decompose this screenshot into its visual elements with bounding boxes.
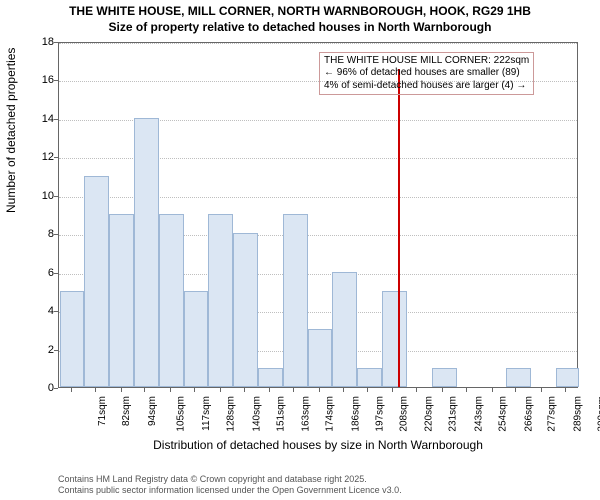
x-tick-mark bbox=[466, 388, 467, 392]
x-tick-label: 197sqm bbox=[374, 396, 385, 432]
x-tick-label: 94sqm bbox=[147, 396, 158, 426]
histogram-bar bbox=[84, 176, 109, 387]
credits: Contains HM Land Registry data © Crown c… bbox=[58, 474, 402, 496]
y-tick-label: 18 bbox=[14, 36, 54, 48]
y-tick-label: 4 bbox=[14, 305, 54, 317]
x-tick-mark bbox=[194, 388, 195, 392]
y-tick-mark bbox=[54, 311, 58, 312]
y-tick-mark bbox=[54, 273, 58, 274]
histogram-bar bbox=[357, 368, 382, 387]
property-marker-line bbox=[398, 69, 400, 387]
y-tick-label: 2 bbox=[14, 344, 54, 356]
histogram-bar bbox=[506, 368, 531, 387]
x-tick-mark bbox=[515, 388, 516, 392]
x-axis-label: Distribution of detached houses by size … bbox=[58, 438, 578, 452]
gridline bbox=[59, 43, 577, 44]
histogram-bar bbox=[556, 368, 579, 387]
x-tick-mark bbox=[95, 388, 96, 392]
x-tick-mark bbox=[442, 388, 443, 392]
x-tick-mark bbox=[293, 388, 294, 392]
x-tick-label: 140sqm bbox=[251, 396, 262, 432]
histogram-bar bbox=[184, 291, 209, 387]
y-tick-label: 12 bbox=[14, 151, 54, 163]
x-tick-mark bbox=[244, 388, 245, 392]
x-tick-label: 243sqm bbox=[474, 396, 485, 432]
y-tick-label: 14 bbox=[14, 113, 54, 125]
x-tick-label: 71sqm bbox=[97, 396, 108, 426]
x-tick-mark bbox=[71, 388, 72, 392]
x-tick-label: 174sqm bbox=[325, 396, 336, 432]
y-tick-label: 10 bbox=[14, 190, 54, 202]
y-tick-mark bbox=[54, 388, 58, 389]
credits-line2: Contains public sector information licen… bbox=[58, 485, 402, 496]
histogram-bar bbox=[134, 118, 159, 387]
y-tick-mark bbox=[54, 119, 58, 120]
y-tick-label: 0 bbox=[14, 382, 54, 394]
y-tick-label: 16 bbox=[14, 74, 54, 86]
x-tick-mark bbox=[492, 388, 493, 392]
x-tick-mark bbox=[367, 388, 368, 392]
annotation-line: 4% of semi-detached houses are larger (4… bbox=[324, 80, 529, 93]
histogram-bar bbox=[159, 214, 184, 387]
annotation-box: THE WHITE HOUSE MILL CORNER: 222sqm← 96%… bbox=[319, 52, 534, 96]
histogram-bar bbox=[233, 233, 258, 387]
x-tick-mark bbox=[319, 388, 320, 392]
x-tick-label: 151sqm bbox=[275, 396, 286, 432]
x-tick-mark bbox=[170, 388, 171, 392]
x-tick-label: 220sqm bbox=[424, 396, 435, 432]
y-tick-mark bbox=[54, 350, 58, 351]
chart-title-line1: THE WHITE HOUSE, MILL CORNER, NORTH WARN… bbox=[0, 0, 600, 20]
histogram-bar bbox=[109, 214, 134, 387]
annotation-line: THE WHITE HOUSE MILL CORNER: 222sqm bbox=[324, 55, 529, 68]
x-tick-mark bbox=[392, 388, 393, 392]
chart-container: Number of detached properties THE WHITE … bbox=[0, 38, 600, 458]
histogram-bar bbox=[60, 291, 85, 387]
y-tick-mark bbox=[54, 234, 58, 235]
x-tick-mark bbox=[343, 388, 344, 392]
x-tick-mark bbox=[541, 388, 542, 392]
x-tick-label: 82sqm bbox=[121, 396, 132, 426]
x-tick-label: 254sqm bbox=[497, 396, 508, 432]
y-tick-label: 6 bbox=[14, 267, 54, 279]
x-tick-label: 208sqm bbox=[398, 396, 409, 432]
chart-title-line2: Size of property relative to detached ho… bbox=[0, 20, 600, 36]
y-tick-mark bbox=[54, 42, 58, 43]
x-tick-label: 231sqm bbox=[448, 396, 459, 432]
x-tick-label: 289sqm bbox=[573, 396, 584, 432]
histogram-bar bbox=[258, 368, 283, 387]
histogram-bar bbox=[332, 272, 357, 387]
annotation-line: ← 96% of detached houses are smaller (89… bbox=[324, 67, 529, 80]
x-tick-mark bbox=[220, 388, 221, 392]
y-axis-label: Number of detached properties bbox=[4, 48, 18, 213]
x-tick-mark bbox=[416, 388, 417, 392]
y-tick-mark bbox=[54, 80, 58, 81]
y-tick-mark bbox=[54, 196, 58, 197]
credits-line1: Contains HM Land Registry data © Crown c… bbox=[58, 474, 402, 485]
y-tick-mark bbox=[54, 157, 58, 158]
histogram-bar bbox=[308, 329, 333, 387]
x-tick-label: 128sqm bbox=[226, 396, 237, 432]
x-tick-label: 163sqm bbox=[301, 396, 312, 432]
x-tick-label: 300sqm bbox=[597, 396, 600, 432]
x-tick-label: 186sqm bbox=[351, 396, 362, 432]
y-tick-label: 8 bbox=[14, 228, 54, 240]
x-tick-label: 105sqm bbox=[176, 396, 187, 432]
x-tick-mark bbox=[144, 388, 145, 392]
plot-area: THE WHITE HOUSE MILL CORNER: 222sqm← 96%… bbox=[58, 42, 578, 388]
histogram-bar bbox=[208, 214, 233, 387]
x-tick-label: 266sqm bbox=[523, 396, 534, 432]
x-tick-label: 117sqm bbox=[201, 396, 212, 431]
histogram-bar bbox=[283, 214, 308, 387]
x-tick-label: 277sqm bbox=[547, 396, 558, 432]
histogram-bar bbox=[432, 368, 457, 387]
x-tick-mark bbox=[269, 388, 270, 392]
histogram-bar bbox=[382, 291, 407, 387]
x-tick-mark bbox=[565, 388, 566, 392]
x-tick-mark bbox=[121, 388, 122, 392]
